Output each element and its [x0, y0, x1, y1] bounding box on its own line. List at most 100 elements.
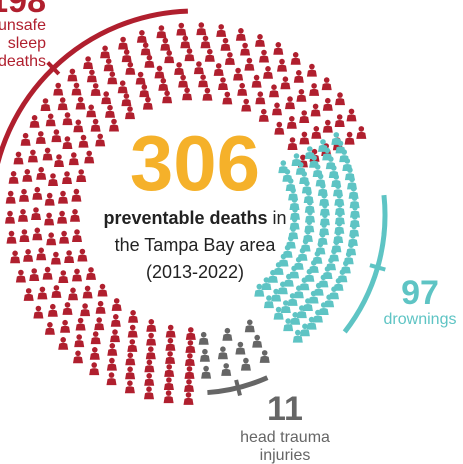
- series-number: 11: [267, 390, 303, 428]
- icon-head: [301, 131, 308, 138]
- icon-head: [276, 121, 283, 128]
- person-icon: [261, 277, 272, 290]
- icon-head: [141, 84, 148, 90]
- icon-body: [40, 104, 51, 111]
- icon-head: [325, 97, 331, 104]
- icon-head: [335, 278, 342, 284]
- person-icon: [107, 343, 118, 356]
- icon-head: [46, 192, 53, 199]
- person-icon: [292, 329, 303, 343]
- icon-body: [255, 97, 266, 105]
- person-icon: [47, 303, 58, 317]
- icon-head: [319, 232, 326, 238]
- person-icon: [60, 319, 71, 333]
- icon-head: [275, 42, 282, 48]
- icon-head: [337, 211, 343, 218]
- icon-body: [241, 104, 252, 112]
- person-icon: [263, 66, 273, 79]
- icon-body: [237, 88, 248, 96]
- icon-head: [323, 77, 330, 83]
- icon-body: [283, 324, 294, 332]
- person-icon: [110, 314, 121, 327]
- icon-head: [346, 131, 353, 138]
- icon-body: [103, 64, 114, 72]
- icon-head: [156, 65, 163, 72]
- icon-head: [71, 152, 77, 158]
- icon-body: [5, 216, 15, 224]
- person-icon: [42, 147, 53, 161]
- icon-head: [220, 77, 226, 83]
- icon-body: [75, 102, 86, 110]
- person-icon: [57, 210, 68, 224]
- person-icon: [86, 104, 97, 118]
- icon-head: [105, 58, 112, 64]
- icon-body: [235, 347, 246, 355]
- icon-head: [291, 216, 298, 223]
- icon-head: [291, 265, 297, 272]
- person-icon: [280, 76, 291, 90]
- icon-body: [255, 39, 265, 47]
- person-icon: [296, 305, 307, 319]
- icon-head: [123, 93, 130, 99]
- icon-head: [92, 331, 99, 337]
- bracket-tick: [46, 61, 61, 76]
- person-icon: [244, 319, 255, 333]
- person-icon: [164, 50, 175, 64]
- icon-head: [265, 66, 271, 72]
- icon-head: [302, 323, 308, 330]
- icon-body: [199, 354, 210, 362]
- person-icon: [10, 250, 21, 264]
- icon-body: [20, 138, 31, 146]
- icon-body: [10, 256, 21, 264]
- icon-head: [50, 303, 56, 310]
- series-label: head trauma: [240, 429, 330, 446]
- icon-head: [337, 202, 343, 208]
- person-icon: [302, 298, 313, 311]
- icon-head: [44, 147, 51, 154]
- icon-body: [273, 312, 284, 320]
- person-icon: [163, 377, 174, 390]
- icon-body: [254, 289, 265, 297]
- icon-body: [54, 160, 64, 167]
- icon-body: [164, 56, 175, 64]
- icon-head: [113, 314, 119, 320]
- icon-body: [46, 238, 57, 246]
- person-icon: [299, 323, 310, 337]
- icon-head: [351, 223, 357, 230]
- icon-head: [257, 91, 264, 97]
- icon-head: [287, 96, 293, 102]
- icon-head: [300, 154, 306, 161]
- icon-head: [343, 260, 349, 267]
- icon-head: [21, 188, 27, 195]
- icon-body: [285, 102, 295, 110]
- icon-body: [90, 88, 101, 96]
- icon-body: [321, 83, 332, 91]
- person-icon: [105, 104, 115, 118]
- icon-head: [204, 87, 211, 94]
- icon-body: [322, 103, 333, 111]
- icon-head: [196, 61, 202, 67]
- person-icon: [121, 49, 132, 63]
- icon-head: [167, 337, 174, 344]
- icon-head: [73, 188, 80, 195]
- icon-body: [135, 77, 146, 85]
- icon-body: [71, 194, 82, 202]
- icon-body: [62, 118, 73, 126]
- icon-head: [285, 318, 291, 324]
- person-icon: [156, 25, 167, 39]
- icon-head: [351, 195, 358, 201]
- person-icon: [80, 303, 91, 317]
- icon-head: [46, 212, 52, 219]
- icon-body: [144, 392, 154, 400]
- icon-head: [289, 116, 295, 122]
- icon-head: [20, 209, 26, 215]
- person-icon: [125, 61, 136, 75]
- icon-head: [298, 162, 304, 168]
- person-icon: [77, 248, 88, 262]
- person-icon: [89, 362, 100, 376]
- icon-body: [71, 88, 82, 96]
- icon-head: [97, 300, 104, 307]
- icon-head: [311, 83, 317, 89]
- icon-body: [125, 67, 136, 75]
